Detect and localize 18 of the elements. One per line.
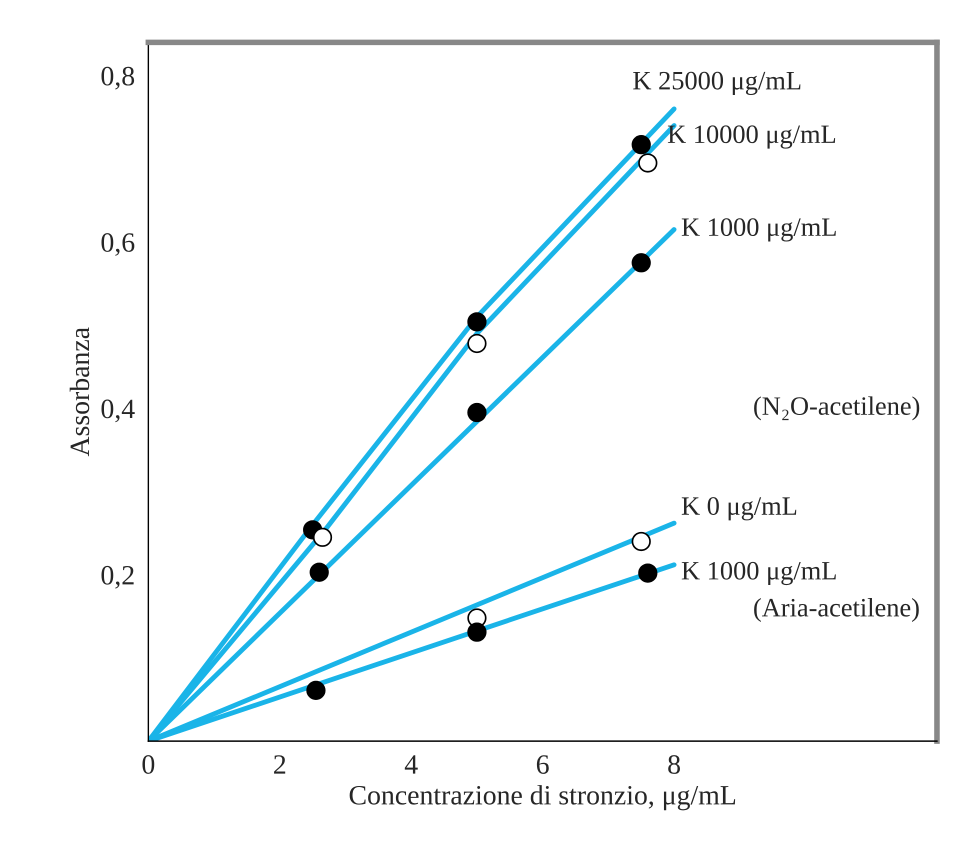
series-label: K 25000 μg/mL: [633, 72, 800, 96]
annotation: (N₂O-acetilene): [754, 396, 920, 420]
y-axis-title: Assorbanza: [70, 327, 90, 456]
x-tick-label: 8: [668, 755, 680, 774]
y-tick-label: 0,8: [101, 66, 134, 90]
series-label: K 1000 μg/mL: [682, 562, 836, 586]
x-tick-label: 2: [274, 755, 286, 774]
y-tick-label: 0,4: [101, 400, 135, 422]
series-label: K 1000 μg/mL: [682, 218, 836, 242]
series-label: K 10000 μg/mL: [668, 125, 836, 149]
series-label: K 0 μg/mL: [682, 497, 796, 520]
x-axis-title: Concentrazione di stronzio, μg/mL: [350, 785, 736, 810]
y-tick-label: 0,2: [101, 566, 134, 589]
x-tick-label: 4: [404, 755, 418, 774]
x-tick-label: 6: [536, 755, 549, 774]
annotation: (Aria-acetilene): [754, 598, 919, 622]
x-tick-label: 0: [142, 755, 154, 774]
y-tick-label: 0,6: [101, 233, 134, 256]
